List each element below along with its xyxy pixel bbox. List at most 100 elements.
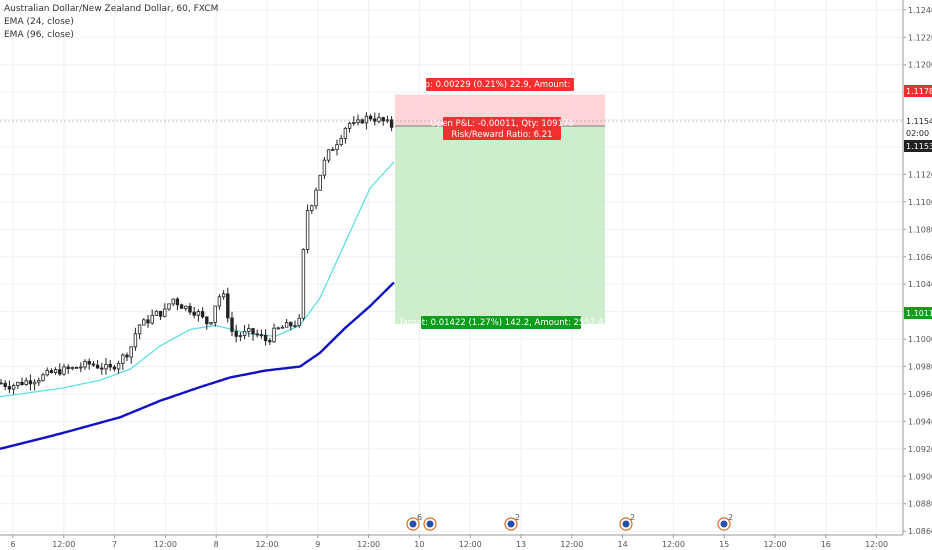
event-marker[interactable] [423,517,437,531]
candle-body [125,354,129,358]
time-tick-label: 9 [315,540,320,549]
candle-body [179,304,184,309]
candle-body [314,189,318,207]
candle-body [284,322,289,328]
position-tags: Stop: 0.00229 (0.21%) 22.9, Amount: 750 O… [398,78,604,329]
time-tick-label: 12:00 [154,540,177,549]
candle-body [79,366,83,369]
time-tick-label: 10 [414,540,424,549]
candle-body [121,354,125,364]
event-flag-inner [622,520,630,528]
entry-price-badge: 1.11533 [904,140,932,152]
candle-body [45,370,49,376]
candle-body [234,331,238,337]
candle-body [205,316,209,325]
event-marker[interactable]: 6 [406,513,422,531]
event-markers[interactable]: 6 2 2 2 [406,513,733,531]
time-tick-label: 7 [112,540,117,549]
time-tick-label: 12:00 [52,540,75,549]
candle-body [167,303,171,310]
time-tick-label: 13 [516,540,526,549]
candle-body [146,319,150,324]
candle-body [49,370,54,374]
candle-body [74,366,79,369]
candle-body [335,144,339,150]
ema-24-label[interactable]: EMA (24, close) [4,17,74,27]
time-tick-label: 12:00 [865,540,888,549]
entry-price-badge-text: 1.11533 [906,142,932,151]
chart-legend: Australian Dollar/New Zealand Dollar, 60… [4,3,218,42]
candle-body [91,363,96,366]
candle-body [53,369,58,374]
candle-body [3,382,7,387]
candle-body [163,308,167,317]
stop-tag-box [426,78,574,91]
price-tick-label: 1.12400 [908,6,932,15]
candle-body [221,293,226,298]
time-axis[interactable]: 6 12:00 7 12:00 8 12:00 9 12:00 10 12:00 13 12:00 14… [0,534,903,549]
price-tick-label: 1.10400 [908,280,932,289]
current-price-badge-bg [904,115,932,127]
candle-body [83,361,87,368]
candle-body [280,326,285,329]
candle-body [158,310,163,317]
open-pnl-tag-text: Open P&L: -0.00011, Qty: 109170 [430,119,574,129]
price-axis[interactable]: 1.124001.122001.120001.118001.116001.114… [902,0,932,550]
candle-body [112,366,117,370]
price-axis-bg [903,0,932,550]
candle-body [251,328,255,335]
ema-96-label[interactable]: EMA (96, close) [4,30,74,40]
candle-body [200,311,205,318]
candle-body [133,333,138,348]
candle-body [343,127,348,139]
event-count: 6 [417,513,422,522]
target-price-badge-text: 1.10111 [906,309,932,318]
candle-body [389,119,394,128]
target-price-badge: 1.10111 [904,307,932,319]
candle-body [381,117,385,122]
candle-body [326,149,331,161]
time-tick-label: 12:00 [459,540,482,549]
candle-body [7,386,12,390]
target-zone[interactable] [395,126,605,324]
grid-lines [0,0,902,535]
candle-body [175,298,180,306]
candle-body [377,117,381,122]
candle-body [310,205,314,211]
candle-body [255,333,259,336]
candle-body [230,317,234,332]
time-tick-label: 16 [821,540,831,549]
stop-price-badge: 1.11782 [904,85,932,97]
price-tick-label: 1.09800 [908,363,932,372]
price-tick-label: 1.09600 [908,390,932,399]
candle-body [87,361,91,365]
candle-body [339,138,343,146]
candle-body [272,327,276,343]
symbol-title[interactable]: Australian Dollar/New Zealand Dollar, 60… [4,4,219,14]
candle-body [263,334,268,342]
countdown-badge-bg [904,127,932,139]
price-tick-label: 1.08600 [908,527,932,536]
current-price-badge-text: 1.11544 [906,117,932,126]
stop-tag: Stop: 0.00229 (0.21%) 22.9, Amount: 750 [411,78,589,91]
candle-body [268,340,272,343]
event-marker[interactable]: 2 [619,513,635,531]
candle-body [373,118,377,122]
event-marker[interactable]: 2 [717,513,733,531]
event-marker[interactable]: 2 [504,513,520,531]
candle-body [385,119,390,122]
candle-body [20,381,24,386]
target-tag-text: Target: 0.01422 (1.27%) 142.2, Amount: 2… [398,318,604,328]
candle-body [188,305,192,313]
candle-body [360,119,364,124]
target-tag: Target: 0.01422 (1.27%) 142.2, Amount: 2… [398,316,604,329]
candle-body [238,335,243,337]
candle-body [11,385,16,390]
price-tick-label: 1.09000 [908,472,932,481]
stop-price-badge-bg [904,85,932,97]
candle-body [116,362,121,370]
ema-96-path [0,281,395,450]
ema-24-path [0,161,395,398]
candle-body [293,325,297,327]
